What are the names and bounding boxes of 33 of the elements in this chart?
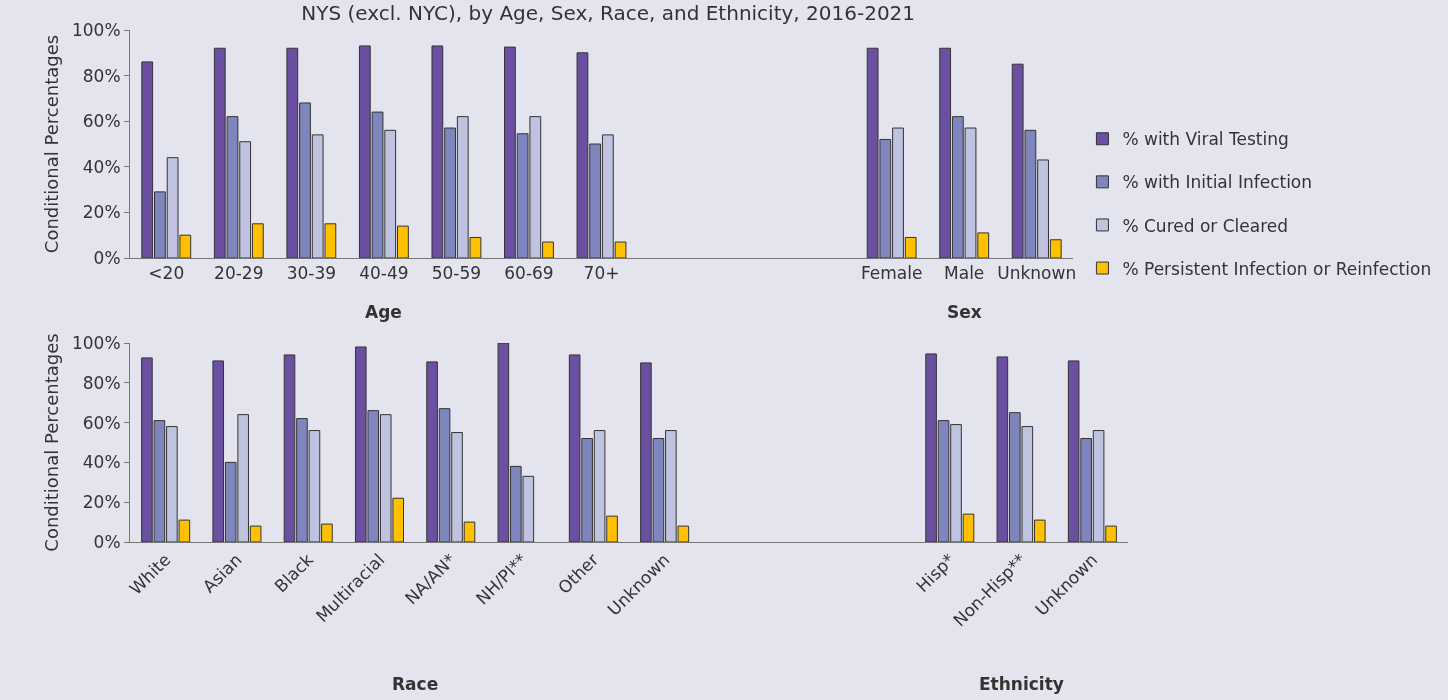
x-tick-label: Female (860, 263, 923, 284)
y-tick-label: 80% (82, 372, 121, 393)
y-axis-title: Conditional Percentages (41, 34, 63, 254)
y-tick-label: 80% (82, 65, 121, 86)
y-tick-label: 0% (93, 247, 121, 268)
text: Sex (947, 302, 982, 322)
legend-label: % with Initial Infection (1122, 172, 1313, 193)
x-tick-label: 60-69 (504, 263, 554, 284)
chart-title: NYS (excl. NYC), by Age, Sex, Race, and Ethnicity, 2016-2021 (301, 1, 916, 25)
x-tick-label: <20 (148, 263, 185, 284)
legend-label: % with Viral Testing (1122, 129, 1289, 150)
x-tick-label: Unknown (997, 263, 1077, 284)
y-tick-label: 0% (93, 531, 121, 552)
y-tick-label: 60% (82, 412, 121, 433)
text: Race (392, 674, 439, 694)
text: Ethnicity (979, 674, 1064, 694)
text: Age (365, 302, 402, 322)
y-tick-label: 40% (82, 452, 121, 473)
x-tick-label: Male (944, 263, 985, 284)
y-tick-label: 20% (82, 202, 121, 223)
y-tick-label: 100% (71, 332, 121, 353)
legend-label: % Persistent Infection or Reinfection (1122, 258, 1432, 279)
y-tick-label: 100% (71, 19, 121, 40)
x-tick-label: 50-59 (431, 263, 482, 284)
x-tick-label: 70+ (583, 263, 620, 284)
x-tick-label: 40-49 (359, 263, 409, 284)
y-tick-label: 40% (82, 156, 121, 177)
x-tick-label: 30-39 (286, 263, 337, 284)
legend-label: % Cured or Cleared (1122, 215, 1289, 236)
y-axis-title: Conditional Percentages (41, 333, 63, 552)
y-tick-label: 60% (82, 111, 121, 132)
x-tick-label: 20-29 (214, 263, 264, 284)
y-tick-label: 20% (82, 492, 121, 513)
